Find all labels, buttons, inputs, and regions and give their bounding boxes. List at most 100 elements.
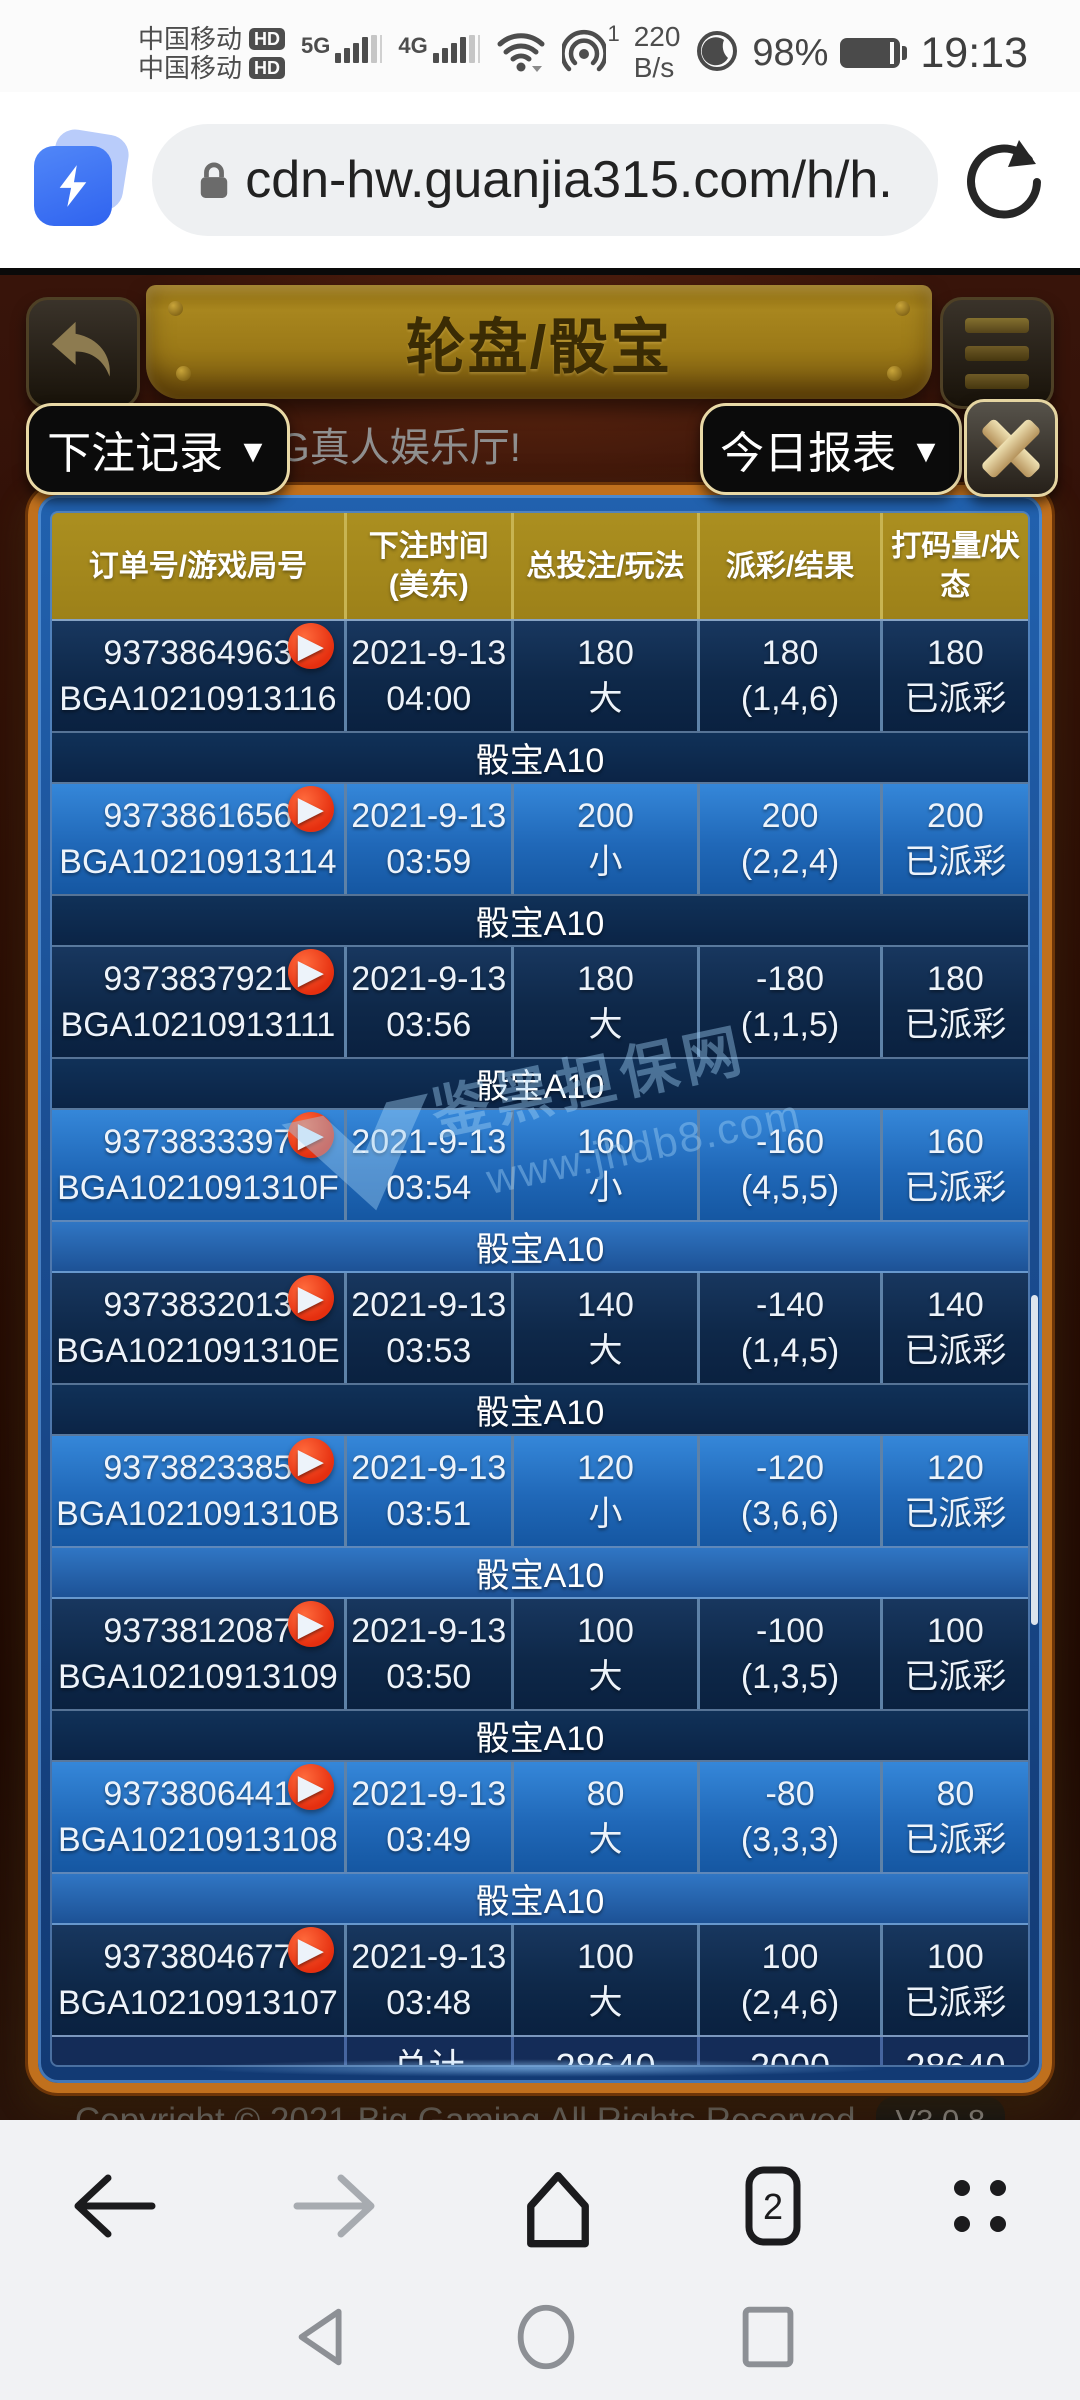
bet-cell: 100 大 <box>513 1599 698 1709</box>
column-header-text: 打码量/状态 <box>891 530 1020 602</box>
browser-app-icon[interactable] <box>34 126 132 230</box>
browser-back-button[interactable] <box>64 2164 160 2248</box>
page-title: 轮盘/骰宝 <box>405 313 673 381</box>
payout-amount: -160 <box>756 1122 825 1161</box>
table-header-row: 订单号/游戏局号 下注时间 (美东) 总投注/玩法 派彩/结果 打码量/状态 <box>52 513 1028 621</box>
play-triangle-icon: ▶ <box>297 1930 324 1969</box>
bet-date: 2021-9-13 <box>351 1937 507 1976</box>
bet-time: 03:48 <box>386 1983 472 2022</box>
address-field[interactable]: cdn-hw.guanjia315.com/h/h. <box>152 124 938 236</box>
replay-icon[interactable]: ▶ <box>287 949 334 995</box>
bet-date: 2021-9-13 <box>351 1448 507 1487</box>
replay-icon[interactable]: ▶ <box>287 1112 334 1158</box>
bet-amount: 180 <box>577 959 634 998</box>
bet-records-dropdown[interactable]: 下注记录 ▼ <box>26 403 290 495</box>
android-back-button[interactable] <box>284 2298 362 2381</box>
replay-icon[interactable]: ▶ <box>287 786 334 832</box>
bet-record-row: 9373864963 BGA10210913116 ▶ 2021-9-13 04:00 1… <box>52 621 1028 731</box>
rivet-icon <box>176 366 191 381</box>
browser-forward-button[interactable] <box>289 2164 385 2248</box>
browser-home-button[interactable] <box>514 2162 602 2250</box>
column-header: 下注时间 (美东) <box>346 513 511 619</box>
bet-time: 04:00 <box>386 679 472 718</box>
wager-amount: 160 <box>927 1122 984 1161</box>
replay-icon[interactable]: ▶ <box>287 1601 334 1647</box>
bet-play: 大 <box>588 679 623 718</box>
bet-date: 2021-9-13 <box>351 796 507 835</box>
time-cell: 2021-9-13 03:54 <box>346 1110 511 1220</box>
replay-icon[interactable]: ▶ <box>287 1438 334 1484</box>
round-id: BGA10210913109 <box>58 1657 338 1696</box>
separator-label: 骰宝A10 <box>475 1720 605 1758</box>
round-id: BGA10210913114 <box>59 842 337 881</box>
payout-amount: -120 <box>756 1448 825 1487</box>
menu-button[interactable] <box>940 297 1054 409</box>
eye-comfort-icon <box>694 28 740 79</box>
wager-amount: 100 <box>927 1937 984 1976</box>
wager-cell: 160 已派彩 <box>882 1110 1028 1220</box>
hd-badge: HD <box>249 56 286 79</box>
column-header-text: 派彩/结果 <box>725 549 855 583</box>
browser-tabs-button[interactable]: 2 <box>731 2162 815 2250</box>
wager-amount: 100 <box>927 1611 984 1650</box>
order-number: 9373812087 <box>103 1611 293 1650</box>
bet-record-row: 9373812087 BGA10210913109 ▶ 2021-9-13 03:50 1… <box>52 1599 1028 1709</box>
android-nav-bar <box>0 2292 1080 2400</box>
order-cell: 9373806441 BGA10210913108 ▶ <box>52 1762 344 1872</box>
android-home-button[interactable] <box>507 2298 585 2381</box>
wager-amount: 80 <box>936 1774 975 1813</box>
dice-result: (2,2,4) <box>740 842 840 881</box>
today-report-dropdown[interactable]: 今日报表 ▼ <box>700 403 962 495</box>
time-cell: 2021-9-13 03:49 <box>346 1762 511 1872</box>
separator-label: 骰宝A10 <box>475 1231 605 1269</box>
replay-icon[interactable]: ▶ <box>287 623 334 669</box>
bet-play: 小 <box>588 1168 623 1207</box>
version-badge: V3.0.8 <box>875 2097 1006 2120</box>
order-cell: 9373832013 BGA1021091310E ▶ <box>52 1273 344 1383</box>
browser-menu-button[interactable] <box>944 2170 1016 2242</box>
payout-cell: 180 (1,4,6) <box>700 621 880 731</box>
bet-date: 2021-9-13 <box>351 1774 507 1813</box>
payout-status: 已派彩 <box>904 1005 1007 1044</box>
order-number: 9373806441 <box>103 1774 293 1813</box>
hamburger-icon <box>965 373 1029 389</box>
bet-time: 03:53 <box>386 1331 472 1370</box>
time-cell: 2021-9-13 04:00 <box>346 621 511 731</box>
replay-icon[interactable]: ▶ <box>287 1764 334 1810</box>
hotspot-icon: 1 <box>560 21 620 78</box>
reload-button[interactable] <box>962 136 1046 225</box>
payout-cell: -160 (4,5,5) <box>700 1110 880 1220</box>
column-header: 总投注/玩法 <box>513 513 698 619</box>
replay-icon[interactable]: ▶ <box>287 1275 334 1321</box>
bet-time: 03:49 <box>386 1820 472 1859</box>
replay-icon[interactable]: ▶ <box>287 1927 334 1973</box>
android-recents-button[interactable] <box>730 2298 808 2381</box>
separator-label: 骰宝A10 <box>475 1394 605 1432</box>
scrollbar-thumb[interactable] <box>1031 1295 1038 1625</box>
lightning-icon <box>59 165 87 207</box>
bet-date: 2021-9-13 <box>351 633 507 672</box>
browser-url-bar: cdn-hw.guanjia315.com/h/h. <box>0 92 1080 268</box>
bet-time: 03:50 <box>386 1657 472 1696</box>
close-button[interactable] <box>964 399 1058 497</box>
bet-table: 订单号/游戏局号 下注时间 (美东) 总投注/玩法 派彩/结果 打码量/状态 9373864… <box>52 513 1028 2065</box>
bet-amount: 140 <box>577 1285 634 1324</box>
hd-badge: HD <box>249 27 286 50</box>
signal-4g-icon: 4G <box>398 35 480 71</box>
game-name-separator: 骰宝A10 <box>52 1709 1028 1762</box>
back-button[interactable] <box>26 297 140 409</box>
dice-result: (1,1,5) <box>740 1005 840 1044</box>
order-number: 9373861656 <box>103 796 293 835</box>
game-name-separator: 骰宝A10 <box>52 1057 1028 1110</box>
dice-result: (4,5,5) <box>740 1168 840 1207</box>
bet-date: 2021-9-13 <box>351 1122 507 1161</box>
bet-play: 大 <box>588 1005 623 1044</box>
bet-cell: 200 小 <box>513 784 698 894</box>
payout-status: 已派彩 <box>904 1331 1007 1370</box>
network-type-label: 5G <box>301 33 331 58</box>
round-id: BGA10210913108 <box>58 1820 338 1859</box>
status-time: 19:13 <box>920 28 1028 77</box>
payout-amount: -100 <box>756 1611 825 1650</box>
bet-cell: 120 小 <box>513 1436 698 1546</box>
